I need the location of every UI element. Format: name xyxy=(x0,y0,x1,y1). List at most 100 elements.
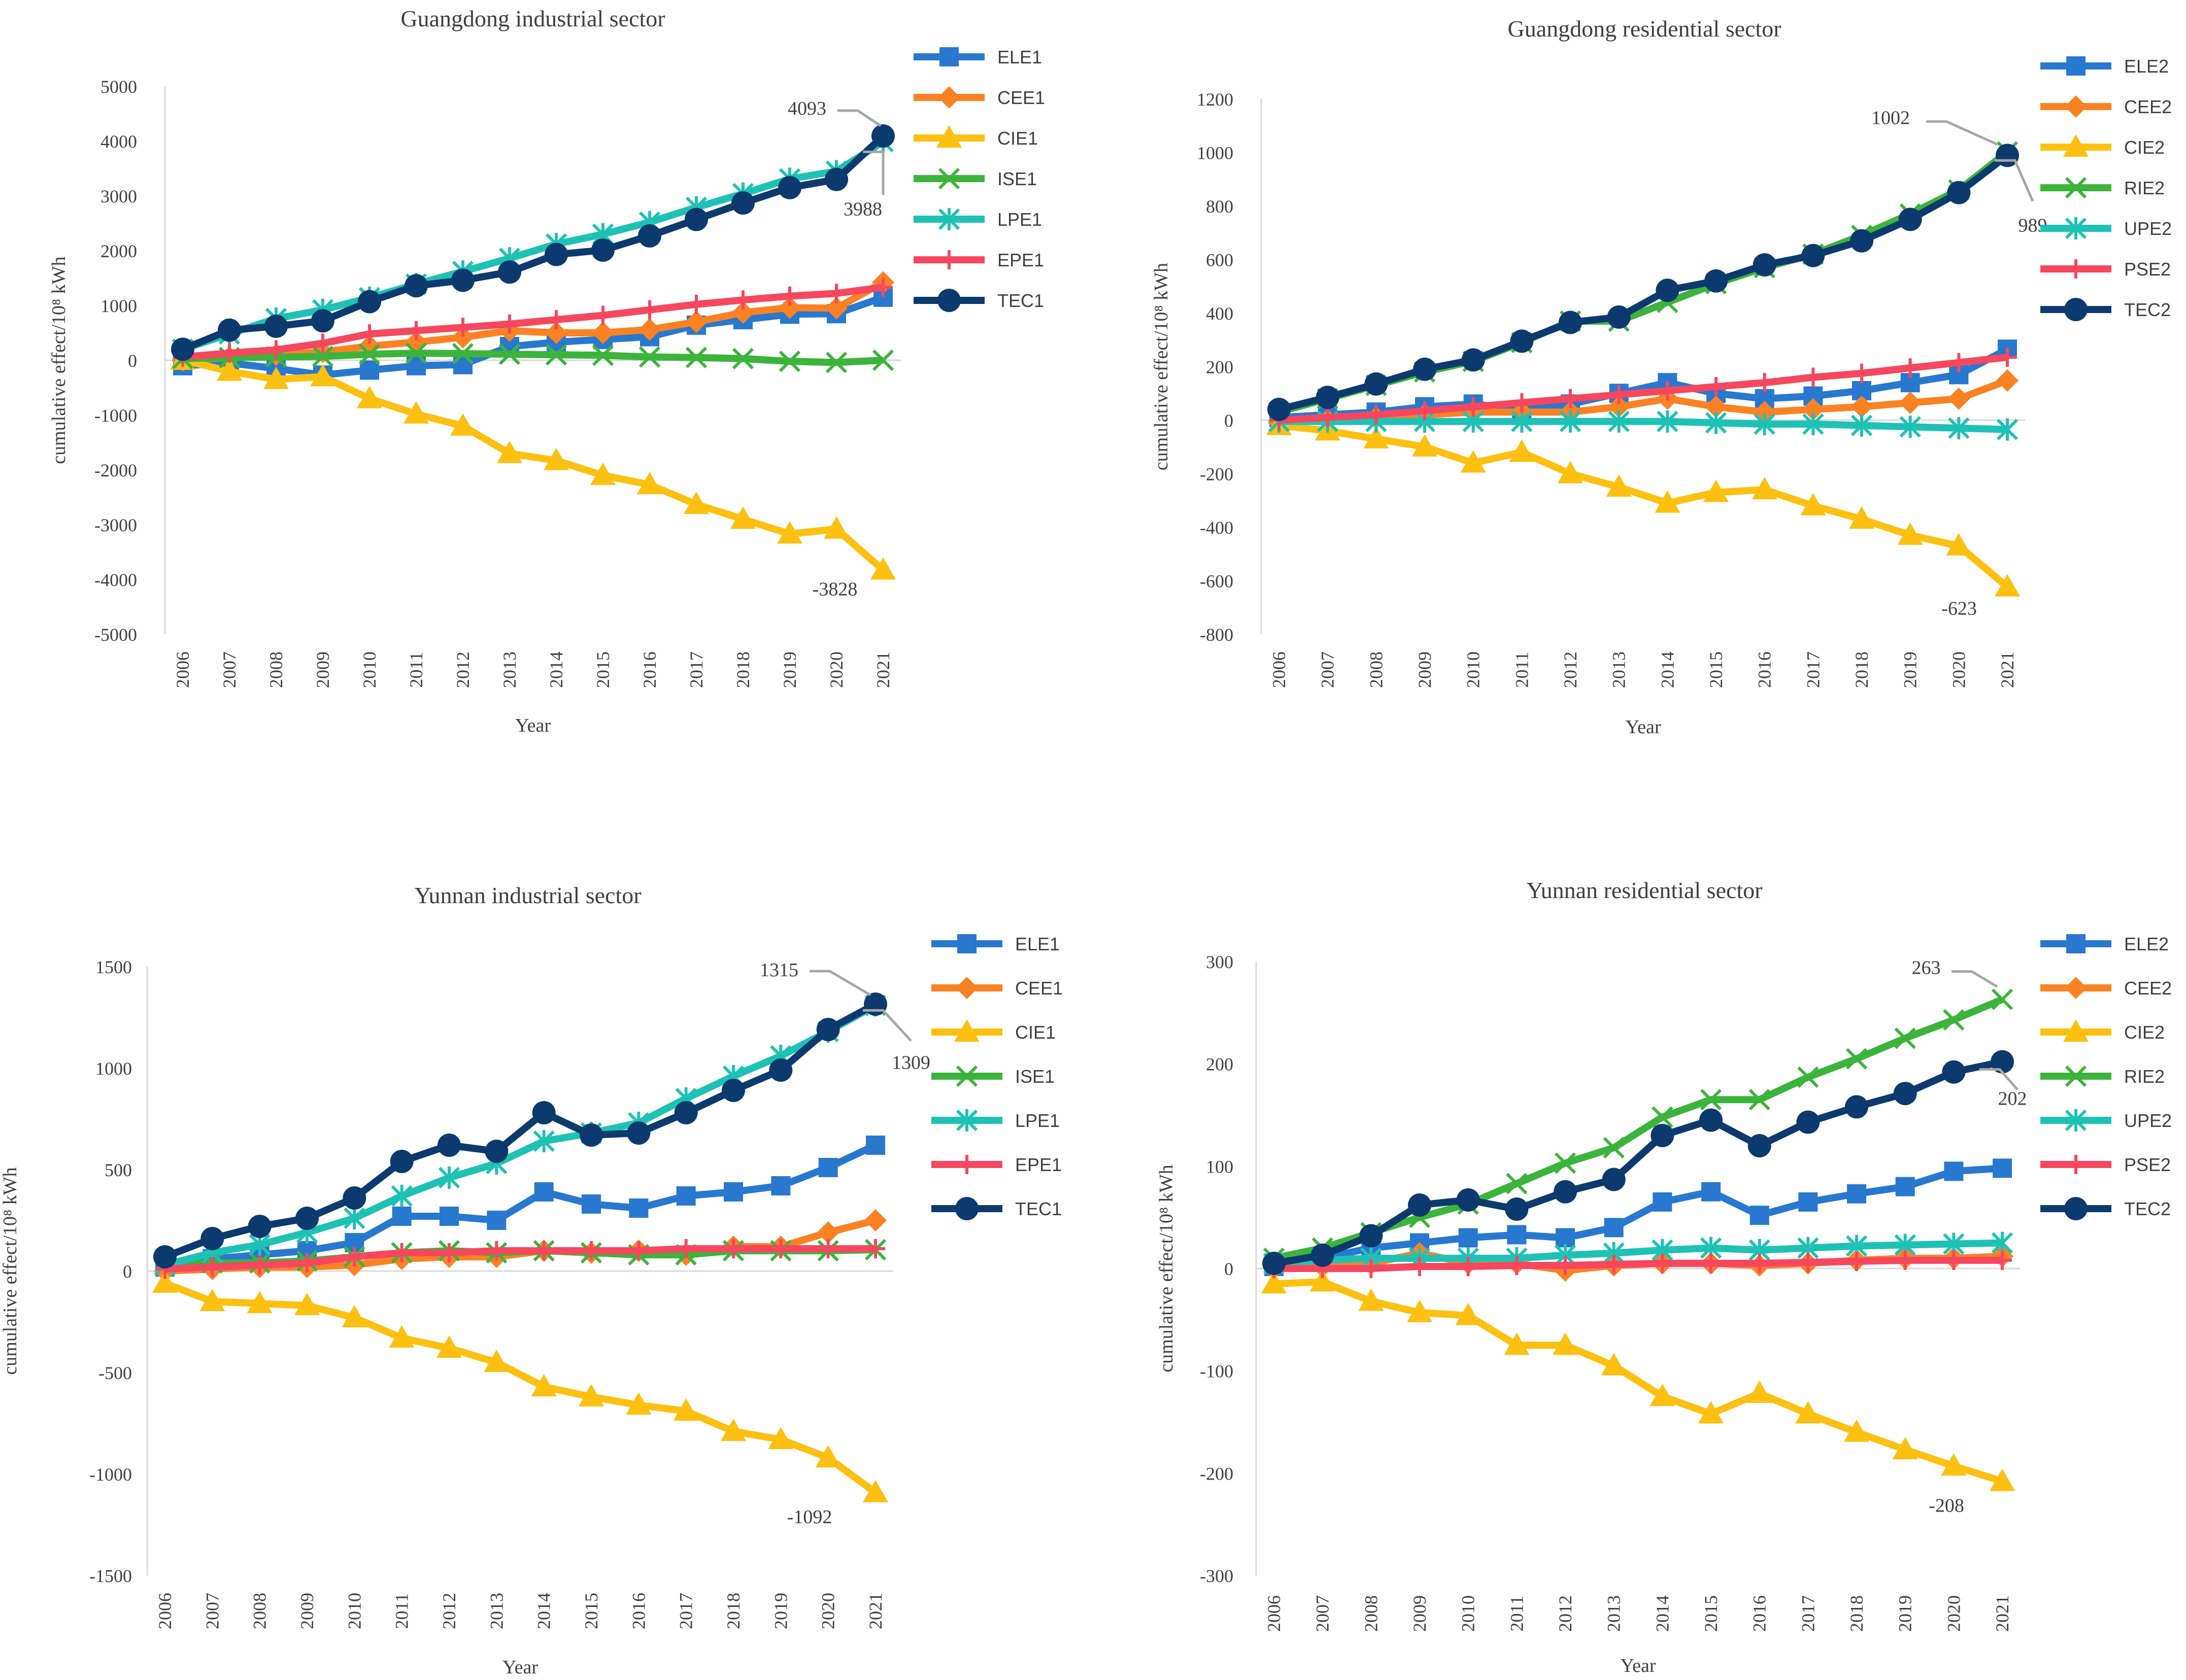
data-point xyxy=(1558,461,1583,484)
data-point xyxy=(1556,1255,1575,1275)
data-point xyxy=(484,1350,510,1372)
data-point xyxy=(497,440,522,463)
data-point xyxy=(873,278,893,297)
data-point xyxy=(311,309,334,333)
x-tick-label: 2019 xyxy=(780,652,800,688)
data-point xyxy=(1899,391,1922,414)
legend-item: CIE2 xyxy=(2040,1019,2165,1043)
legend-label: EPE1 xyxy=(997,250,1044,270)
data-point xyxy=(453,318,473,337)
data-point xyxy=(1602,1168,1626,1191)
data-point xyxy=(592,345,614,366)
legend-marker xyxy=(2063,1019,2089,1042)
legend-label: CEE2 xyxy=(2124,96,2172,117)
data-point xyxy=(824,516,849,539)
legend-marker xyxy=(957,1155,977,1174)
x-tick-label: 2006 xyxy=(173,652,193,688)
legend-item: PSE2 xyxy=(2040,1154,2171,1175)
data-point xyxy=(203,1257,222,1277)
data-point xyxy=(1699,1108,1723,1132)
x-tick-label: 2007 xyxy=(1313,1595,1333,1632)
legend-item: CEE1 xyxy=(914,86,1045,109)
series-tec2 xyxy=(1262,1050,2014,1275)
y-tick-label: -500 xyxy=(98,1363,132,1383)
y-tick-label: 400 xyxy=(1206,303,1233,324)
legend: ELE2 CEE2 CIE2 RIE2 UPE2 PSE2 TEC2 xyxy=(2040,56,2172,321)
data-point xyxy=(1947,387,1970,410)
y-tick-label: -300 xyxy=(1200,1566,1233,1586)
data-point xyxy=(1604,1254,1624,1274)
data-point xyxy=(591,238,615,262)
legend-label: UPE2 xyxy=(2124,218,2172,239)
series-line xyxy=(164,1002,878,1268)
data-point xyxy=(1851,414,1873,437)
data-point xyxy=(544,448,569,470)
data-point xyxy=(342,1305,367,1327)
legend-marker xyxy=(957,934,977,953)
data-point xyxy=(1753,253,1776,277)
legend-item: ELE1 xyxy=(931,934,1060,954)
data-point xyxy=(779,351,801,372)
data-point xyxy=(1410,1256,1429,1276)
legend-label: CEE2 xyxy=(2124,978,2172,999)
data-point xyxy=(1553,1332,1578,1355)
data-point xyxy=(637,472,662,495)
data-point xyxy=(1511,410,1533,433)
x-tick-label: 2018 xyxy=(1852,652,1872,688)
x-tick-label: 2009 xyxy=(297,1593,317,1629)
data-point xyxy=(1604,1218,1624,1238)
data-point xyxy=(1894,1027,1916,1049)
y-tick-label: 0 xyxy=(1224,1259,1233,1279)
data-point xyxy=(777,521,802,544)
data-point xyxy=(1698,1401,1724,1424)
data-point xyxy=(1364,372,1388,396)
data-point xyxy=(344,1207,365,1229)
data-point xyxy=(297,1253,317,1273)
y-axis-label: cumulative effect/10⁸ kWh xyxy=(1156,1164,1177,1372)
data-label: -1092 xyxy=(787,1506,832,1528)
data-point xyxy=(1561,389,1580,408)
data-point xyxy=(453,355,473,374)
x-tick-label: 2018 xyxy=(723,1593,744,1629)
data-point xyxy=(731,191,755,215)
data-point xyxy=(1752,477,1777,500)
data-point xyxy=(685,208,708,231)
data-point xyxy=(1747,1134,1771,1157)
data-point xyxy=(1412,434,1437,457)
data-point xyxy=(1507,1255,1527,1275)
series-line xyxy=(163,1280,878,1496)
legend-label: TEC1 xyxy=(997,290,1044,311)
data-point xyxy=(1845,1048,1868,1070)
data-point xyxy=(590,462,616,485)
series-line xyxy=(1279,422,2010,590)
legend-label: ELE2 xyxy=(2124,56,2169,77)
y-tick-label: -2000 xyxy=(94,460,137,481)
data-point xyxy=(722,1079,745,1102)
chart-panel-3: Yunnan industrial sector 1500 1000 500 0 -500… xyxy=(0,882,1063,1678)
data-point xyxy=(1609,385,1629,404)
legend-item: CEE2 xyxy=(2040,95,2172,118)
data-point xyxy=(452,326,474,349)
x-tick-label: 2008 xyxy=(266,652,286,688)
data-point xyxy=(685,311,708,333)
data-point xyxy=(1309,1269,1335,1292)
data-point xyxy=(732,301,754,324)
data-point xyxy=(343,1186,366,1210)
data-point xyxy=(1363,426,1389,449)
data-point xyxy=(1559,311,1582,334)
data-point xyxy=(866,1239,885,1258)
annotation-leader-line xyxy=(1952,970,1998,988)
legend-item: CIE2 xyxy=(2040,134,2165,158)
data-point xyxy=(1748,1089,1770,1111)
x-axis-label: Year xyxy=(1620,1655,1656,1676)
data-point xyxy=(818,1239,838,1258)
data-point xyxy=(1267,397,1291,421)
y-tick-label: -1000 xyxy=(89,1464,132,1485)
x-tick-label: 2010 xyxy=(1458,1595,1478,1632)
series-tec1 xyxy=(171,124,895,361)
data-point xyxy=(1944,1250,1964,1270)
legend-marker xyxy=(2063,134,2089,157)
data-point xyxy=(1798,1252,1818,1272)
legend-label: UPE2 xyxy=(2124,1110,2172,1131)
data-point xyxy=(582,1194,601,1214)
